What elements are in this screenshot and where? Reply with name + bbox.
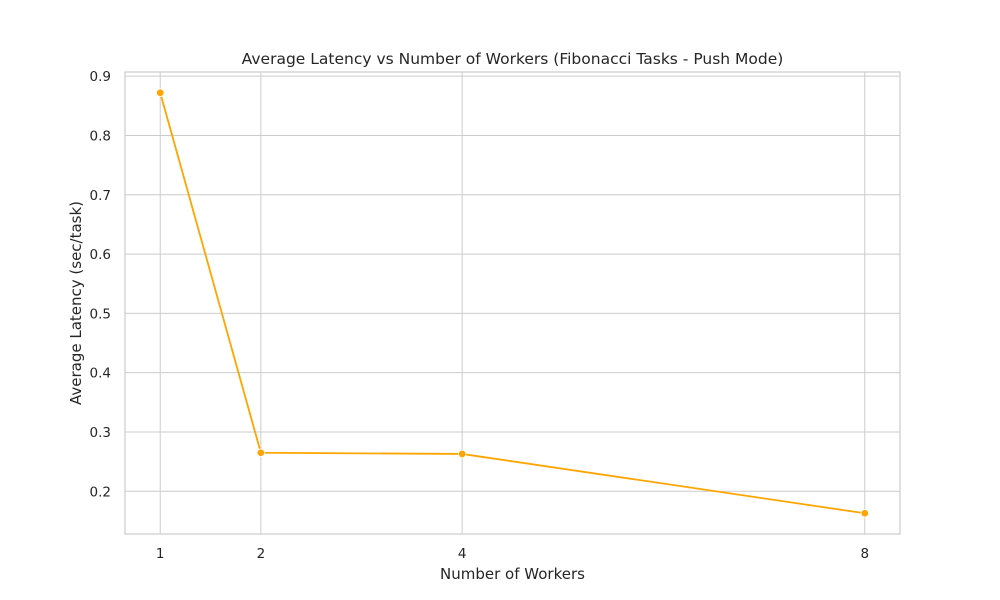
x-tick-label: 2: [257, 546, 266, 562]
data-point: [457, 449, 467, 459]
y-tick-label: 0.4: [90, 366, 111, 382]
y-tick-label: 0.7: [90, 188, 111, 204]
series-line: [159, 92, 865, 515]
data-point: [256, 448, 266, 457]
data-point: [860, 509, 869, 518]
y-tick-label: 0.8: [90, 128, 111, 144]
x-axis-ticks: 1 2 4 8: [156, 546, 869, 562]
data-point: [156, 88, 165, 97]
chart-title: Average Latency vs Number of Workers (Fi…: [242, 50, 784, 68]
x-tick-label: 1: [156, 546, 165, 562]
x-axis-label: Number of Workers: [440, 565, 585, 583]
plot-frame: [124, 71, 901, 535]
y-tick-label: 0.2: [90, 484, 111, 500]
grid: [125, 72, 900, 534]
series-layer: [156, 88, 869, 518]
x-tick-label: 4: [458, 546, 467, 562]
y-tick-label: 0.6: [90, 247, 111, 263]
y-axis-ticks: 0.2 0.3 0.4 0.5 0.6 0.7 0.8 0.9: [90, 69, 111, 500]
y-tick-label: 0.9: [90, 69, 111, 85]
y-tick-label: 0.5: [90, 306, 111, 322]
y-tick-label: 0.3: [90, 425, 111, 441]
x-tick-label: 8: [860, 546, 869, 562]
y-axis-label: Average Latency (sec/task): [67, 201, 85, 405]
